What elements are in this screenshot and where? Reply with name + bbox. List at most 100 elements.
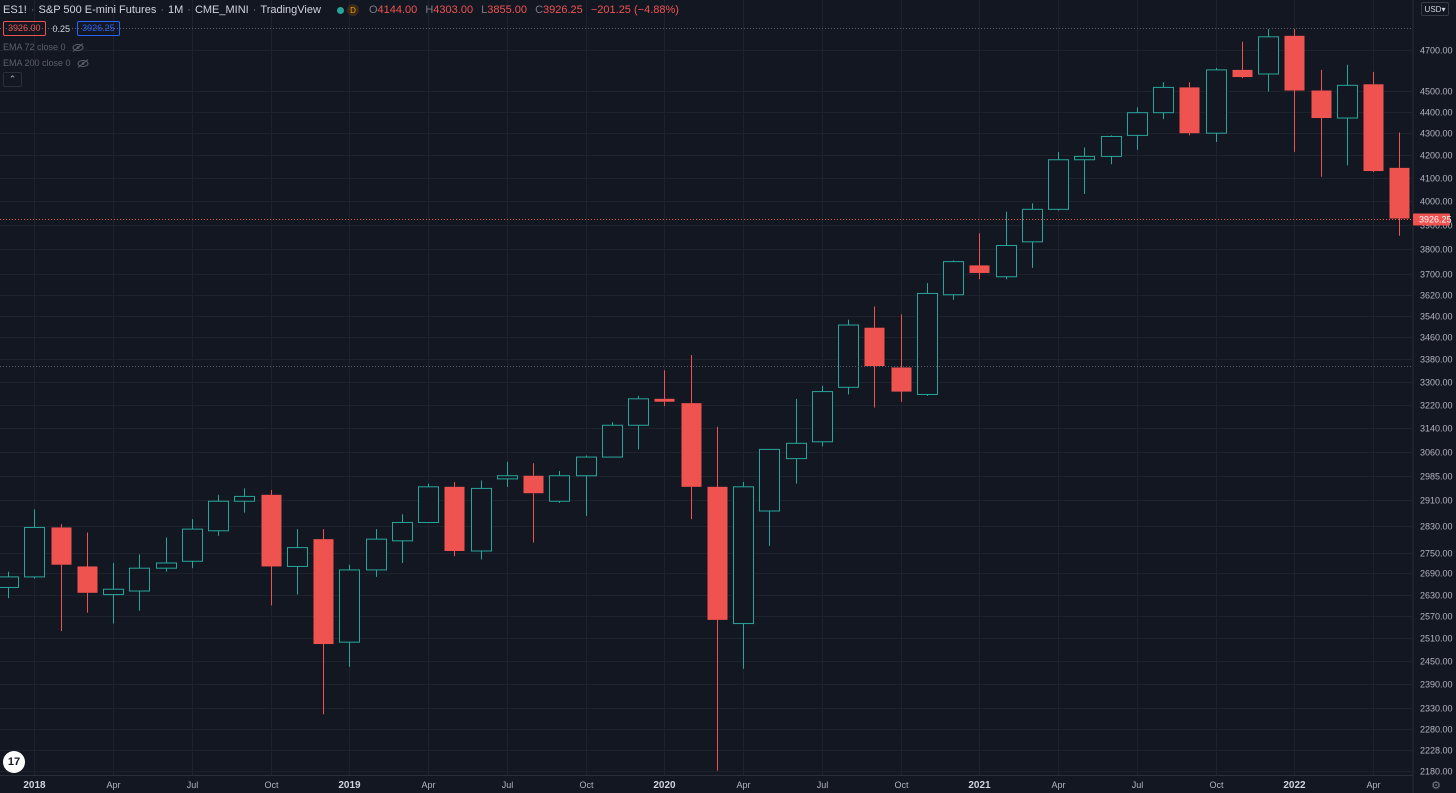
- candle-up: [733, 482, 754, 669]
- candle-up: [1048, 151, 1069, 211]
- currency-selector[interactable]: USD ▾: [1421, 2, 1449, 16]
- price-tick-label: 2830.00: [1420, 522, 1453, 532]
- candle-up: [1101, 135, 1122, 165]
- time-tick-label: Apr: [421, 780, 435, 790]
- price-tick-label: 4100.00: [1420, 174, 1453, 184]
- collapse-legend-button[interactable]: ⌃: [3, 72, 22, 87]
- candle-body: [156, 562, 177, 569]
- candle-up: [1206, 67, 1227, 142]
- candle-down: [681, 354, 702, 520]
- candle-up: [602, 422, 623, 458]
- time-tick-label: Apr: [1051, 780, 1065, 790]
- bid-price-button[interactable]: 3926.00: [3, 21, 46, 36]
- price-tick-label: 3220.00: [1420, 401, 1453, 411]
- gear-icon[interactable]: ⚙: [1431, 780, 1441, 792]
- candle-body: [444, 486, 465, 551]
- eye-hidden-icon[interactable]: [72, 42, 84, 52]
- candle-up: [418, 483, 439, 523]
- price-tick-label: 3140.00: [1420, 424, 1453, 434]
- price-tick-label: 3060.00: [1420, 448, 1453, 458]
- candle-down: [77, 532, 98, 613]
- price-tick-label: 3460.00: [1420, 333, 1453, 343]
- candle-body: [996, 244, 1017, 278]
- time-tick-label: Oct: [1209, 780, 1224, 790]
- candle-body: [838, 324, 859, 388]
- candle-body: [1127, 112, 1148, 136]
- separator: ·: [160, 4, 164, 16]
- candle-down: [313, 529, 334, 715]
- candle-body: [1337, 84, 1358, 119]
- low-value: 3855.00: [487, 4, 528, 16]
- candle-up: [366, 529, 387, 577]
- candle-body: [1153, 86, 1174, 114]
- candle-body: [339, 569, 360, 643]
- candle-body: [261, 494, 282, 567]
- candle-body: [471, 487, 492, 552]
- candle-up: [182, 519, 203, 569]
- candle-up: [1337, 64, 1358, 166]
- candle-up: [1258, 28, 1279, 92]
- symbol-ticker[interactable]: ES1!: [3, 4, 27, 16]
- price-axis[interactable]: 4700.00 4500.00 4400.00 4300.00 4200.00 4100.…: [1412, 0, 1456, 793]
- candle-body: [1311, 90, 1332, 119]
- interval-label[interactable]: 1M: [168, 4, 184, 16]
- price-tick-label: 2910.00: [1420, 496, 1453, 506]
- candle-up: [103, 562, 124, 624]
- price-tick-label: 4700.00: [1420, 46, 1453, 56]
- time-tick-label: Apr: [736, 780, 750, 790]
- candle-up: [471, 480, 492, 560]
- eye-hidden-icon[interactable]: [77, 58, 89, 68]
- exchange-label: CME_MINI: [194, 4, 249, 16]
- candle-body: [1363, 84, 1384, 172]
- candle-down: [1232, 41, 1253, 79]
- candle-body: [0, 576, 19, 588]
- candle-up: [156, 537, 177, 572]
- time-axis[interactable]: 2018 Apr Jul Oct 2019 Apr Jul Oct 2020 Apr Jul Oct 2…: [0, 775, 1413, 792]
- market-status-badge[interactable]: D: [336, 4, 359, 16]
- candle-body: [24, 526, 45, 578]
- price-tick-label: 4500.00: [1420, 87, 1453, 97]
- price-tick-label: 2630.00: [1420, 591, 1453, 601]
- candle-up: [838, 319, 859, 395]
- indicator-label: EMA 72 close 0: [3, 42, 66, 52]
- candle-body: [234, 495, 255, 502]
- time-tick-label: Apr: [1366, 780, 1380, 790]
- candle-down: [1311, 69, 1332, 177]
- candle-up: [1127, 107, 1148, 150]
- candle-body: [943, 261, 964, 296]
- price-tick-label: 2280.00: [1420, 725, 1453, 735]
- price-tick-label: 4400.00: [1420, 108, 1453, 118]
- candle-up: [339, 564, 360, 667]
- ask-price-button[interactable]: 3926.25: [77, 21, 120, 36]
- candle-body: [51, 527, 72, 565]
- candle-down: [891, 314, 912, 402]
- candle-body: [549, 475, 570, 502]
- candle-body: [103, 588, 124, 596]
- indicator-ema72[interactable]: EMA 72 close 0: [3, 42, 84, 52]
- candle-body: [1232, 69, 1253, 78]
- candle-body: [1206, 69, 1227, 134]
- price-tick-label: 2750.00: [1420, 549, 1453, 559]
- candle-up: [759, 448, 780, 546]
- price-tick-label: 2510.00: [1420, 634, 1453, 644]
- price-lines: [0, 28, 1413, 367]
- candle-body: [208, 500, 229, 532]
- price-tick-label: 2228.00: [1420, 746, 1453, 756]
- candle-up: [576, 455, 597, 516]
- candle-up: [129, 554, 150, 611]
- time-tick-label: 2019: [338, 780, 361, 791]
- candle-body: [969, 265, 990, 273]
- price-tick-label: 3800.00: [1420, 245, 1453, 255]
- time-tick-label: Jul: [817, 780, 829, 790]
- candle-body: [628, 398, 649, 426]
- price-tick-label: 2180.00: [1420, 767, 1453, 777]
- candle-up: [234, 488, 255, 513]
- candle-up: [497, 461, 518, 487]
- chart-legend-header: ES1! · S&P 500 E-mini Futures · 1M · CME…: [3, 3, 684, 17]
- candle-body: [1258, 36, 1279, 75]
- indicator-ema200[interactable]: EMA 200 close 0: [3, 58, 89, 68]
- candle-up: [549, 471, 570, 503]
- time-tick-label: 2022: [1283, 780, 1306, 791]
- tradingview-logo[interactable]: 17: [3, 751, 25, 773]
